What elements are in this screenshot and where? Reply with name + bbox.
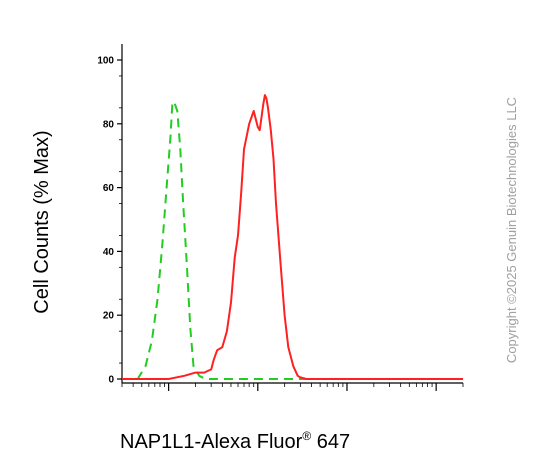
x-axis-label-main: NAP1L1-Alexa Fluor — [120, 431, 303, 453]
plot-frame — [121, 44, 463, 384]
y-tick-label: 100 — [97, 56, 114, 67]
y-axis-label: Cell Counts (% Max) — [31, 130, 53, 313]
y-tick-label: 0 — [108, 375, 114, 386]
x-axis-label-superscript: ® — [302, 429, 311, 443]
y-tick-label: 20 — [103, 311, 115, 322]
control-series-line — [122, 100, 463, 380]
y-tick-label: 40 — [103, 247, 115, 258]
y-tick-label: 80 — [103, 119, 115, 130]
sample-series-line — [122, 94, 463, 380]
x-axis-ticks — [121, 383, 464, 391]
y-axis-ticks: 0 20 40 60 80 100 — [97, 56, 122, 386]
y-tick-label: 60 — [103, 183, 115, 194]
copyright-text: Copyright ©2025 Genuin Biotechnologies L… — [504, 97, 519, 363]
x-axis-label: NAP1L1-Alexa Fluor® 647 — [120, 429, 350, 453]
x-axis-label-suffix: 647 — [311, 431, 350, 453]
series-layer — [122, 94, 463, 380]
